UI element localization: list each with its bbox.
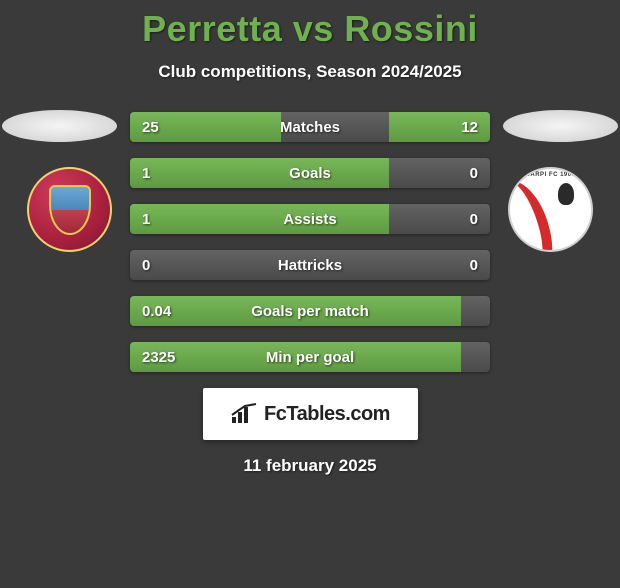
- stat-right-value: 0: [438, 257, 478, 274]
- stat-left-value: 0: [142, 257, 182, 274]
- shield-icon: [49, 185, 91, 235]
- stat-row: 0 Hattricks 0: [130, 250, 490, 280]
- branding-text: FcTables.com: [264, 403, 390, 426]
- stat-left-value: 1: [142, 211, 182, 228]
- bar-row-content: 0.04 Goals per match: [130, 296, 490, 326]
- stat-left-value: 2325: [142, 349, 182, 366]
- comparison-area: CARPI FC 1909 25 Matches 12 1 Goals 0 1 Assists…: [0, 112, 620, 372]
- stat-left-value: 0.04: [142, 303, 182, 320]
- stat-label: Goals per match: [251, 303, 369, 320]
- stat-right-value: 12: [438, 119, 478, 136]
- player2-name: Rossini: [344, 8, 478, 49]
- stat-label: Min per goal: [266, 349, 354, 366]
- player1-pedestal: [2, 110, 117, 142]
- fctables-logo-icon: [230, 403, 258, 425]
- player1-club-badge: [27, 167, 112, 252]
- badge-right-label: CARPI FC 1909: [510, 172, 591, 178]
- branding-box: FcTables.com: [203, 388, 418, 440]
- stat-right-value: 0: [438, 165, 478, 182]
- bar-row-content: 1 Goals 0: [130, 158, 490, 188]
- bar-row-content: 25 Matches 12: [130, 112, 490, 142]
- bar-row-content: 0 Hattricks 0: [130, 250, 490, 280]
- stat-left-value: 25: [142, 119, 182, 136]
- stat-bars: 25 Matches 12 1 Goals 0 1 Assists 0 0 Hattricks 0 0.…: [130, 112, 490, 372]
- stat-label: Assists: [283, 211, 336, 228]
- vs-text: vs: [293, 8, 334, 49]
- stat-row: 1 Assists 0: [130, 204, 490, 234]
- subtitle: Club competitions, Season 2024/2025: [0, 62, 620, 82]
- bar-row-content: 2325 Min per goal: [130, 342, 490, 372]
- stat-label: Hattricks: [278, 257, 342, 274]
- stat-label: Matches: [280, 119, 340, 136]
- comparison-date: 11 february 2025: [0, 456, 620, 476]
- player2-pedestal: [503, 110, 618, 142]
- stat-row: 2325 Min per goal: [130, 342, 490, 372]
- stat-label: Goals: [289, 165, 331, 182]
- stat-row: 1 Goals 0: [130, 158, 490, 188]
- stat-row: 0.04 Goals per match: [130, 296, 490, 326]
- comparison-title: Perretta vs Rossini: [0, 8, 620, 50]
- player1-name: Perretta: [142, 8, 282, 49]
- stat-right-value: 0: [438, 211, 478, 228]
- stat-left-value: 1: [142, 165, 182, 182]
- stat-row: 25 Matches 12: [130, 112, 490, 142]
- player2-club-badge: CARPI FC 1909: [508, 167, 593, 252]
- bar-row-content: 1 Assists 0: [130, 204, 490, 234]
